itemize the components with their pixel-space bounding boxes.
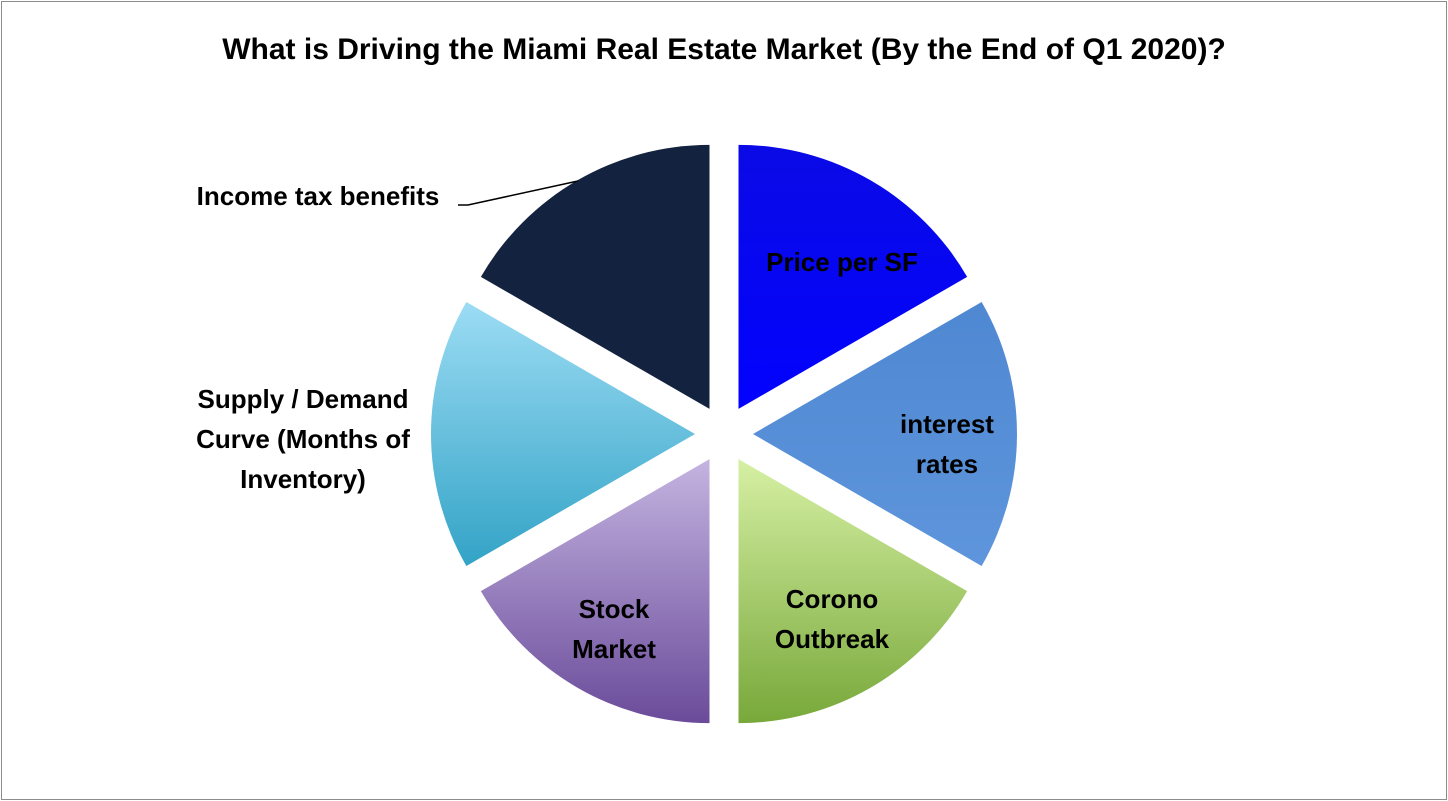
chart-title: What is Driving the Miami Real Estate Ma… — [222, 33, 1226, 66]
slice-stock-market — [480, 459, 710, 724]
leader-line-income-tax-benefits — [458, 180, 579, 206]
slice-corono-outbreak — [738, 459, 968, 724]
label-interest-rates: interest rates — [900, 409, 994, 479]
slice-income-tax-benefits — [480, 144, 710, 409]
pie-slices — [431, 144, 1017, 724]
pie-labels: Price per SF interest rates Corono Outbreak S… — [196, 180, 994, 664]
label-corono-outbreak: Corono Outbreak — [775, 584, 890, 654]
slice-price-per-sf — [738, 144, 968, 409]
label-stock-market: Stock Market — [572, 594, 656, 664]
slice-supply-demand-curve-months-of-inventory — [431, 302, 695, 566]
label-income-tax-benefits: Income tax benefits — [197, 181, 440, 211]
slice-interest-rates — [753, 302, 1017, 566]
label-supply-demand-curve-months-of-inventory: Supply / Demand Curve (Months of Inventory… — [196, 384, 410, 494]
label-price-per-sf: Price per SF — [766, 247, 918, 277]
